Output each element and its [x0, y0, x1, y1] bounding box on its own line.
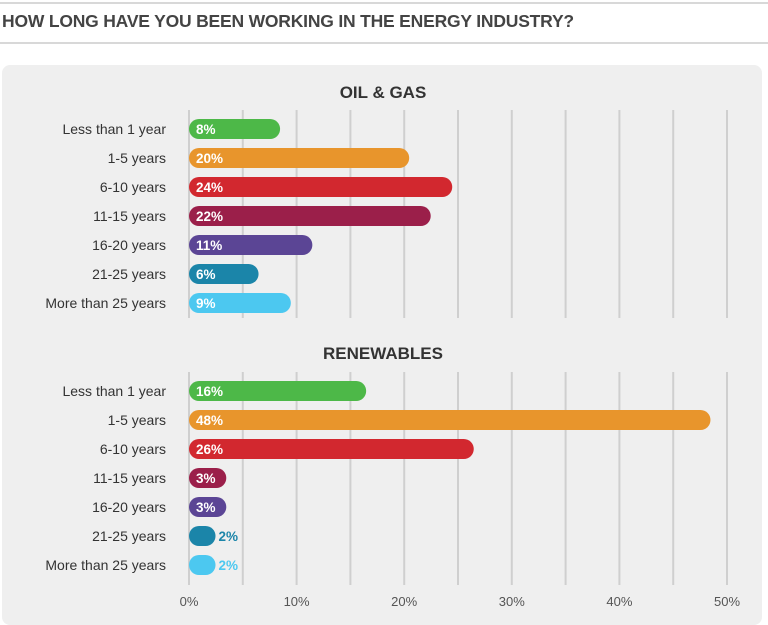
top-rule	[0, 2, 768, 4]
bar	[189, 293, 291, 313]
bar	[189, 177, 453, 197]
data-label: 3%	[196, 500, 216, 515]
category-label: 1-5 years	[108, 412, 166, 428]
category-label: 6-10 years	[100, 441, 166, 457]
bar	[189, 497, 227, 517]
bar	[189, 410, 711, 430]
x-tick-label: 20%	[391, 594, 417, 609]
bar	[189, 148, 410, 168]
section-title: OIL & GAS	[340, 83, 427, 102]
category-label: 21-25 years	[92, 528, 166, 544]
x-tick-label: 30%	[499, 594, 525, 609]
data-label: 24%	[196, 180, 223, 195]
bar	[189, 206, 431, 226]
bar	[189, 555, 216, 575]
category-label: 11-15 years	[93, 208, 166, 224]
bar	[189, 119, 281, 139]
data-label: 9%	[196, 296, 216, 311]
category-label: Less than 1 year	[62, 121, 166, 137]
category-label: 16-20 years	[92, 237, 166, 253]
data-label: 20%	[196, 151, 223, 166]
category-label: More than 25 years	[45, 295, 166, 311]
bar	[189, 526, 216, 546]
page-title: HOW LONG HAVE YOU BEEN WORKING IN THE EN…	[2, 11, 574, 31]
bar	[189, 264, 259, 284]
data-label: 2%	[219, 558, 239, 573]
category-label: 16-20 years	[92, 499, 166, 515]
data-label: 2%	[219, 529, 239, 544]
data-label: 8%	[196, 122, 216, 137]
category-label: 6-10 years	[100, 179, 166, 195]
title-rule	[0, 42, 768, 44]
category-label: More than 25 years	[45, 557, 166, 573]
data-label: 11%	[196, 238, 222, 253]
category-label: Less than 1 year	[62, 383, 166, 399]
data-label: 6%	[196, 267, 216, 282]
bar	[189, 468, 227, 488]
data-label: 26%	[196, 442, 223, 457]
data-label: 3%	[196, 471, 216, 486]
bar	[189, 235, 313, 255]
bar	[189, 381, 367, 401]
data-label: 16%	[196, 384, 223, 399]
data-label: 22%	[196, 209, 223, 224]
data-label: 48%	[196, 413, 223, 428]
x-tick-label: 50%	[714, 594, 740, 609]
x-tick-label: 40%	[606, 594, 632, 609]
x-tick-label: 0%	[180, 594, 199, 609]
bar	[189, 439, 474, 459]
x-tick-label: 10%	[284, 594, 310, 609]
category-label: 1-5 years	[108, 150, 166, 166]
category-label: 11-15 years	[93, 470, 166, 486]
section-title: RENEWABLES	[323, 344, 443, 363]
category-label: 21-25 years	[92, 266, 166, 282]
